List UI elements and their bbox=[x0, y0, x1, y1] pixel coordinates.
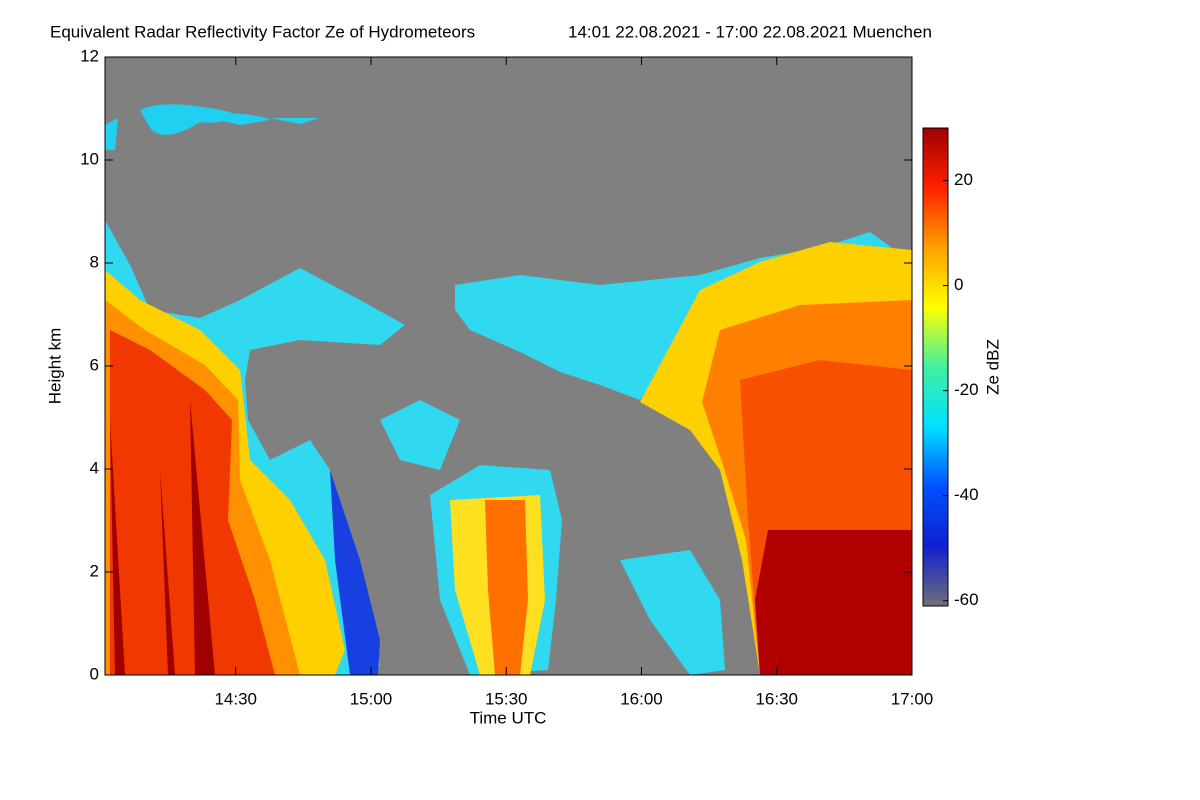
y-tick-label: 6 bbox=[90, 355, 99, 374]
reflectivity-field bbox=[105, 104, 912, 675]
colorbar-tick-label: -40 bbox=[954, 485, 979, 504]
y-tick-label: 2 bbox=[90, 561, 99, 580]
y-tick-label: 0 bbox=[90, 664, 99, 683]
x-tick-label: 14:30 bbox=[214, 689, 257, 708]
colorbar-tick-label: 0 bbox=[954, 275, 963, 294]
x-axis-label: Time UTC bbox=[470, 708, 547, 727]
y-axis-label: Height km bbox=[45, 328, 64, 405]
y-tick-label: 8 bbox=[90, 252, 99, 271]
colorbar-label: Ze dBZ bbox=[983, 339, 1002, 395]
y-tick-label: 4 bbox=[90, 458, 99, 477]
chart-title: Equivalent Radar Reflectivity Factor Ze … bbox=[50, 22, 475, 41]
colorbar bbox=[922, 127, 949, 607]
colorbar-tick-label: -60 bbox=[954, 590, 979, 609]
x-tick-label: 16:30 bbox=[755, 689, 798, 708]
x-tick-label: 16:00 bbox=[620, 689, 663, 708]
y-tick-label: 10 bbox=[80, 149, 99, 168]
y-tick-label: 12 bbox=[80, 46, 99, 65]
x-tick-label: 15:00 bbox=[350, 689, 393, 708]
x-tick-label: 17:00 bbox=[891, 689, 934, 708]
chart-subtitle: 14:01 22.08.2021 - 17:00 22.08.2021 Muen… bbox=[568, 22, 932, 41]
x-tick-label: 15:30 bbox=[485, 689, 528, 708]
colorbar-tick-label: -20 bbox=[954, 380, 979, 399]
colorbar-tick-label: 20 bbox=[954, 170, 973, 189]
